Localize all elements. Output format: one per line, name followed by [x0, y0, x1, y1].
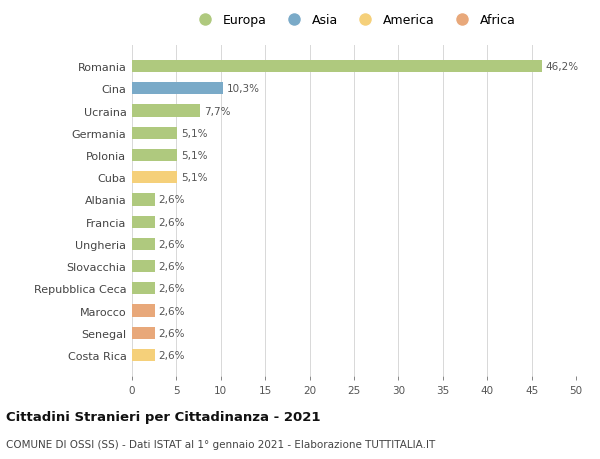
Text: 2,6%: 2,6% — [158, 217, 185, 227]
Text: COMUNE DI OSSI (SS) - Dati ISTAT al 1° gennaio 2021 - Elaborazione TUTTITALIA.IT: COMUNE DI OSSI (SS) - Dati ISTAT al 1° g… — [6, 440, 435, 449]
Bar — [132, 349, 155, 361]
Bar — [132, 327, 155, 339]
Text: 5,1%: 5,1% — [181, 129, 208, 139]
Bar — [132, 83, 223, 95]
Text: 2,6%: 2,6% — [158, 328, 185, 338]
Text: 5,1%: 5,1% — [181, 151, 208, 161]
Bar — [132, 150, 177, 162]
Text: 2,6%: 2,6% — [158, 240, 185, 249]
Text: 2,6%: 2,6% — [158, 306, 185, 316]
Text: 7,7%: 7,7% — [204, 106, 230, 116]
Text: 2,6%: 2,6% — [158, 284, 185, 294]
Text: 2,6%: 2,6% — [158, 262, 185, 272]
Bar — [132, 305, 155, 317]
Bar — [132, 283, 155, 295]
Legend: Europa, Asia, America, Africa: Europa, Asia, America, Africa — [188, 9, 520, 32]
Text: 5,1%: 5,1% — [181, 173, 208, 183]
Bar — [132, 216, 155, 228]
Text: 2,6%: 2,6% — [158, 350, 185, 360]
Bar — [132, 172, 177, 184]
Bar — [132, 105, 200, 118]
Bar — [132, 194, 155, 206]
Text: Cittadini Stranieri per Cittadinanza - 2021: Cittadini Stranieri per Cittadinanza - 2… — [6, 410, 320, 423]
Bar — [132, 61, 542, 73]
Bar — [132, 260, 155, 273]
Text: 46,2%: 46,2% — [546, 62, 579, 72]
Bar — [132, 238, 155, 251]
Bar — [132, 128, 177, 140]
Text: 10,3%: 10,3% — [227, 84, 260, 94]
Text: 2,6%: 2,6% — [158, 195, 185, 205]
